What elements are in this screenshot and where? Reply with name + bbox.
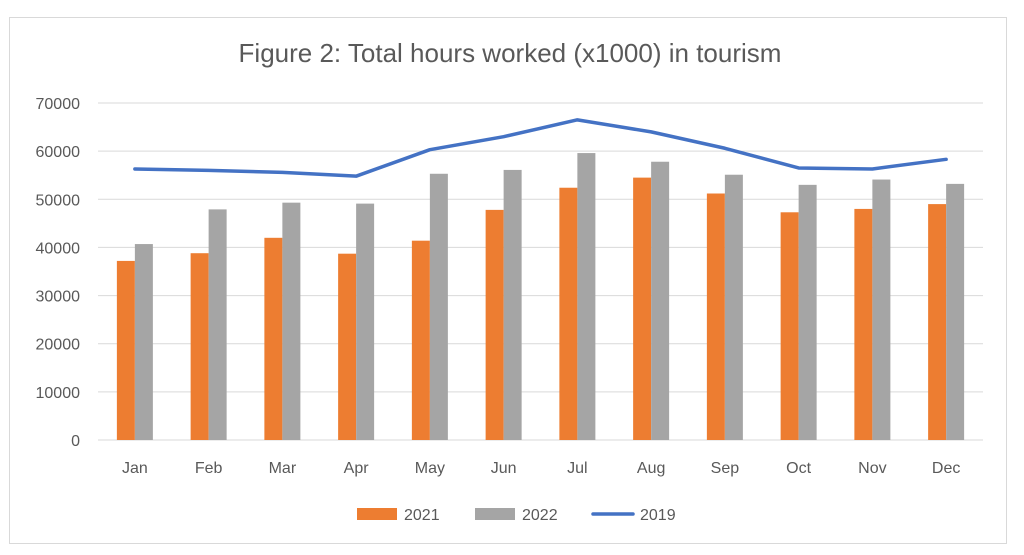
bar-2022 [946,183,965,440]
bar-2022 [134,244,153,440]
line-point-2019 [944,158,948,161]
bar-2022 [577,153,596,440]
bar-2021 [854,208,873,440]
y-tick-label: 40000 [36,240,81,257]
y-axis-ticks: 0 10000 20000 30000 40000 50000 60000 70000 [36,96,81,450]
bar-2022 [282,202,301,440]
x-tick-label: May [415,460,445,477]
y-tick-label: 70000 [36,96,81,113]
line-point-2019 [797,166,800,170]
y-tick-label: 20000 [36,337,81,354]
bar-2021 [928,204,947,440]
gridlines [98,102,983,441]
legend: 2021 2022 2019 [357,507,676,524]
bar-2022 [356,203,375,440]
bar-2021 [780,212,799,440]
line-point-2019 [723,147,727,150]
x-tick-label: Nov [858,460,886,477]
line-point-2019 [649,130,653,134]
line-point-2019 [871,167,874,171]
bar-2021 [264,237,283,440]
bar-2021 [485,209,504,440]
bar-2021 [116,260,135,440]
x-tick-label: Apr [344,460,370,477]
y-tick-label: 0 [71,433,80,450]
x-axis-ticks: Jan Feb Mar Apr May Jun Jul Aug Sep Oct Nov Dec [122,460,960,477]
x-tick-label: Jan [122,460,148,477]
line-series [133,118,948,178]
legend-item-2021: 2021 [357,507,440,524]
line-point-2019 [354,174,358,178]
bar-2022 [429,173,448,440]
legend-label: 2019 [640,507,676,524]
legend-item-2019: 2019 [591,507,676,524]
line-2019 [133,118,948,178]
line-point-2019 [428,148,432,151]
line-point-2019 [281,171,284,174]
legend-item-2022: 2022 [475,507,558,524]
legend-label: 2021 [404,507,440,524]
bar-2021 [559,187,578,440]
bars [116,153,965,441]
bar-2022 [724,174,743,441]
bar-2021 [338,253,357,440]
bar-2022 [208,209,227,440]
bar-2022 [503,169,522,440]
legend-swatch [475,508,515,520]
x-tick-label: Feb [195,460,223,477]
bar-2022 [872,179,891,440]
x-tick-label: Jul [567,460,587,477]
x-tick-label: Mar [269,460,297,477]
y-tick-label: 30000 [36,289,81,306]
bar-2022 [798,184,817,440]
x-tick-label: Sep [711,460,740,477]
line-point-2019 [133,167,137,171]
x-tick-label: Oct [786,460,811,477]
x-tick-label: Jun [491,460,517,477]
x-tick-label: Dec [932,460,960,477]
bar-2021 [190,253,209,440]
bar-2021 [706,193,725,440]
bar-2021 [411,240,430,440]
legend-swatch [357,508,397,520]
y-tick-label: 10000 [36,385,81,402]
x-tick-label: Aug [637,460,665,477]
y-tick-label: 50000 [36,192,81,209]
bar-2022 [651,161,670,440]
legend-label: 2022 [522,507,558,524]
line-point-2019 [502,135,505,138]
bar-2021 [633,177,652,440]
line-point-2019 [207,169,210,172]
chart-title: Figure 2: Total hours worked (x1000) in … [239,38,782,68]
y-tick-label: 60000 [36,144,81,161]
line-point-2019 [576,118,579,122]
